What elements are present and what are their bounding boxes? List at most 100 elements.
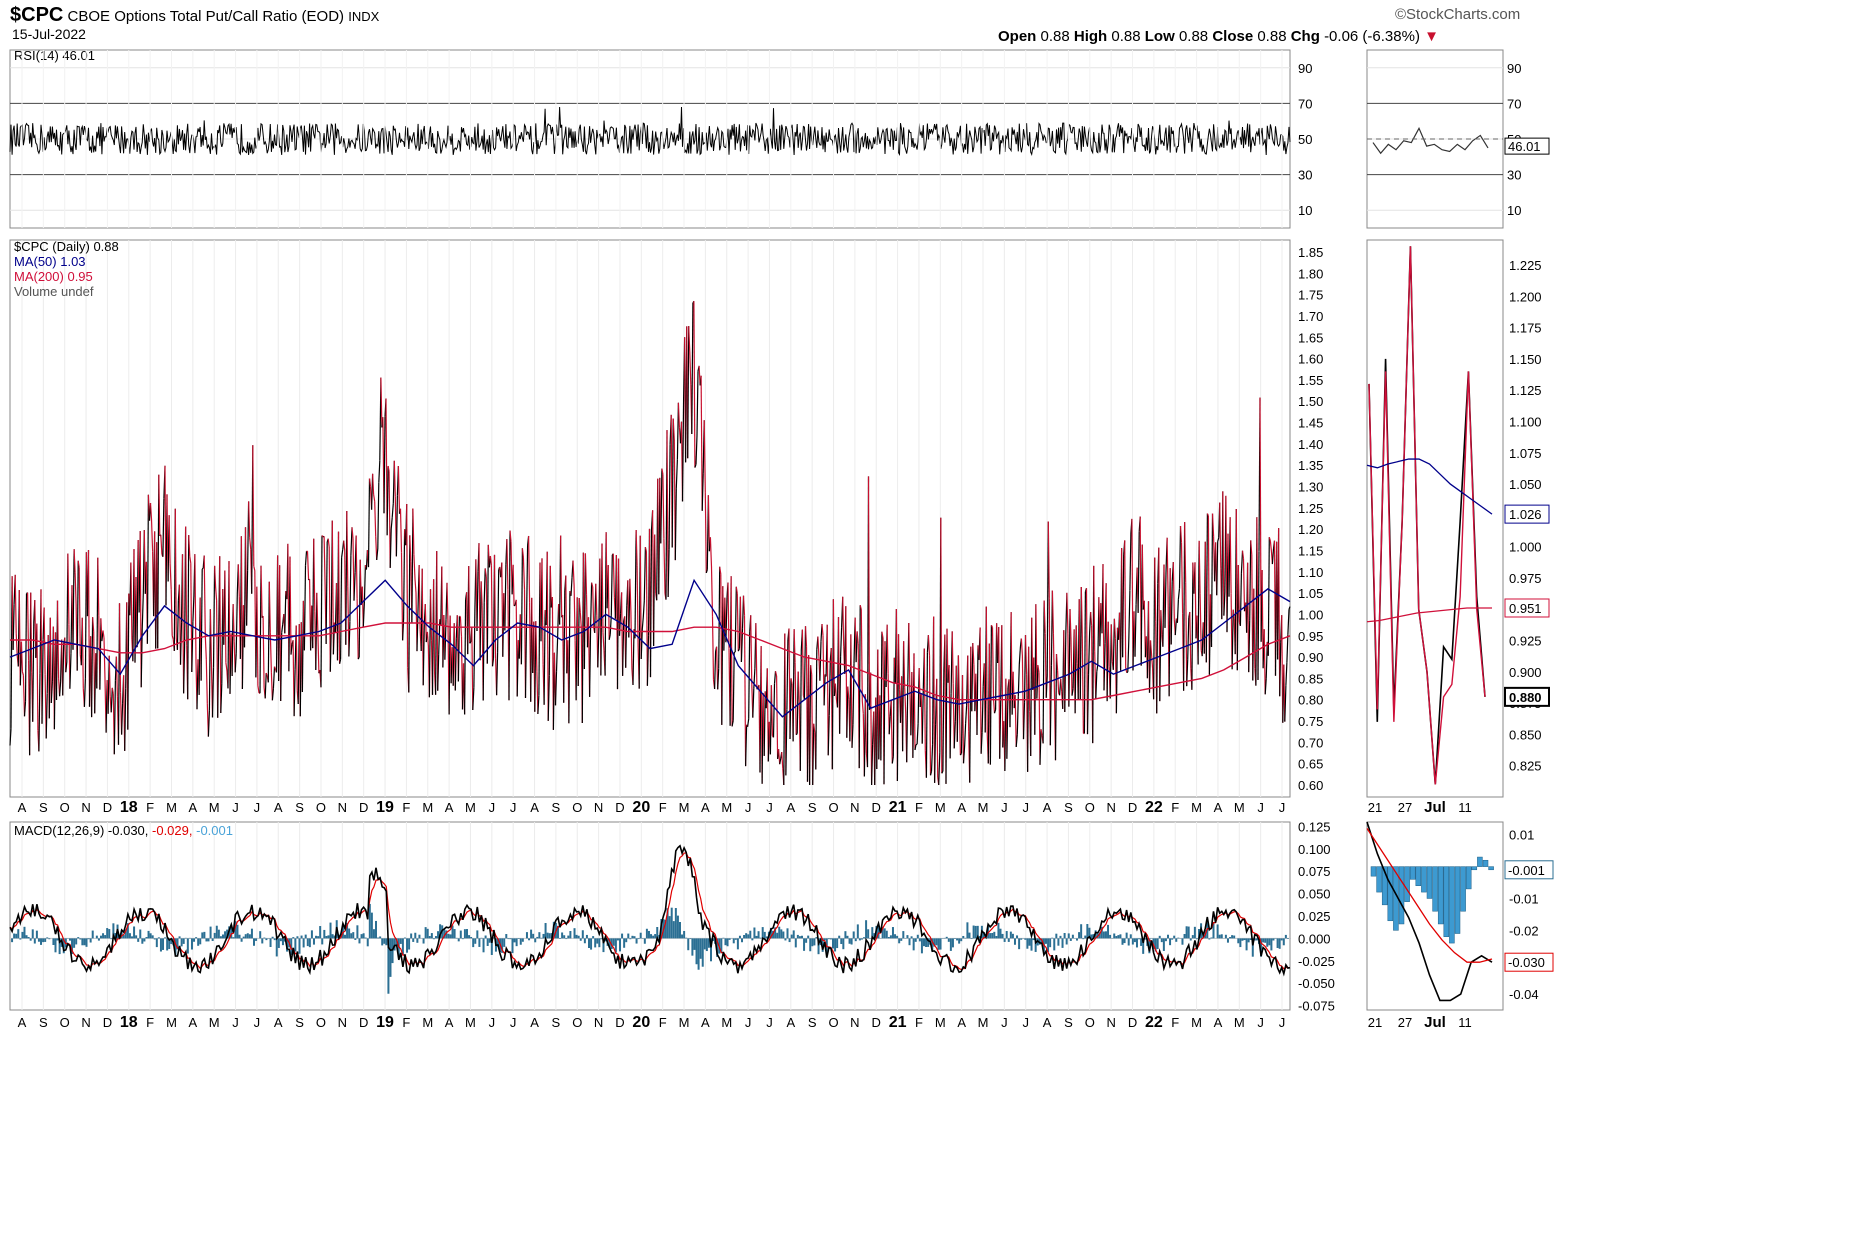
chg-label: Chg (1290, 28, 1320, 45)
price-segment (660, 468, 663, 544)
price-segment (892, 657, 895, 757)
x-month-label-bottom: M (721, 1015, 732, 1030)
price-segment (813, 723, 816, 733)
price-segment (1271, 548, 1275, 565)
price-segment (1229, 517, 1232, 594)
x-month-label-bottom: F (146, 1015, 154, 1030)
price-segment (797, 671, 800, 704)
price-segment (1001, 625, 1004, 748)
x-month-label: M (465, 800, 476, 815)
price-segment (83, 678, 86, 707)
x-month-label: N (594, 800, 603, 815)
price-segment (170, 589, 173, 636)
x-month-label: A (189, 800, 198, 815)
macd-zoom-hist-bar (1398, 866, 1405, 925)
x-month-label: M (679, 800, 690, 815)
price-segment (946, 628, 949, 683)
price-segment (1253, 588, 1256, 669)
x-month-label-bottom: S (552, 1015, 561, 1030)
price-segment (157, 474, 160, 649)
price-segment (644, 546, 647, 552)
price-segment (654, 534, 657, 594)
x-month-label: D (1128, 800, 1137, 815)
price-segment (817, 636, 820, 657)
price-segment (1064, 633, 1067, 713)
price-segment (1087, 632, 1091, 675)
price-segment (1103, 643, 1106, 691)
price-segment (1285, 662, 1288, 686)
x-month-label-bottom: N (1106, 1015, 1115, 1030)
price-segment (1129, 532, 1132, 591)
price-segment (38, 673, 41, 752)
price-segment (436, 551, 439, 691)
price-segment (1172, 562, 1175, 620)
panel-frame-main (9, 821, 1291, 1011)
brand-logo[interactable]: ©StockCharts.com (1395, 6, 1521, 23)
price-segment (516, 640, 519, 697)
price-segment (1242, 558, 1246, 612)
price-segment (932, 616, 936, 783)
x-month-label: 20 (632, 799, 650, 816)
price-segment (799, 649, 802, 771)
price-segment (349, 555, 352, 622)
price-segment (801, 629, 804, 696)
price-segment (734, 586, 737, 653)
price-segment (929, 771, 933, 776)
macd-zoom-hist-bar (1437, 866, 1444, 925)
price-segment (389, 528, 392, 568)
x-month-label-bottom: A (1214, 1015, 1223, 1030)
price-segment (812, 723, 815, 786)
price-segment (1015, 734, 1018, 748)
price-segment (225, 662, 228, 671)
price-segment (139, 531, 142, 688)
price-segment (689, 352, 692, 385)
price-segment (733, 651, 736, 654)
x-month-label-bottom: S (808, 1015, 817, 1030)
rsi-tick-label: 70 (1298, 96, 1312, 111)
zoom-x-label: Jul (1424, 799, 1446, 816)
price-segment (412, 508, 415, 555)
price-segment (520, 548, 524, 665)
x-month-label: J (232, 800, 239, 815)
price-segment (390, 517, 393, 530)
x-month-label-bottom: M (422, 1015, 433, 1030)
price-segment (915, 743, 918, 746)
price-segment (989, 625, 993, 765)
price-segment (636, 565, 639, 646)
price-segment (1199, 593, 1202, 651)
price-zoom-tick-label: 1.000 (1509, 540, 1542, 555)
x-month-label-bottom: M (465, 1015, 476, 1030)
price-segment (568, 590, 571, 724)
price-segment (927, 635, 931, 656)
x-month-label: J (489, 800, 496, 815)
price-zoom-tick-label: 1.075 (1509, 446, 1542, 461)
x-month-label-bottom: M (166, 1015, 177, 1030)
price-segment (1036, 665, 1039, 699)
price-segment (896, 634, 900, 782)
price-segment (457, 616, 460, 682)
price-segment (30, 592, 33, 673)
price-tick-label: 1.35 (1298, 458, 1323, 473)
price-segment (395, 495, 398, 557)
price-segment (1039, 729, 1042, 765)
zoom-x-label: 11 (1458, 800, 1472, 815)
price-segment (592, 586, 595, 628)
price-segment (953, 721, 956, 749)
price-segment (325, 541, 328, 645)
price-segment (1265, 641, 1268, 679)
price-segment (864, 694, 867, 754)
rsi-zoom-tick-label: 70 (1507, 96, 1521, 111)
price-segment (476, 571, 479, 632)
macd-signal-line (9, 852, 1290, 971)
price-segment (1093, 565, 1096, 652)
x-month-label-bottom: A (274, 1015, 283, 1030)
x-month-label: F (915, 800, 923, 815)
price-segment (22, 675, 26, 717)
price-segment (15, 633, 18, 656)
price-segment (793, 629, 796, 663)
down-triangle-icon: ▼ (1424, 28, 1439, 45)
price-tick-label: 0.80 (1298, 693, 1323, 708)
price-zoom-line (1368, 246, 1486, 785)
zoom-label-close: 0.880 (1509, 690, 1542, 705)
